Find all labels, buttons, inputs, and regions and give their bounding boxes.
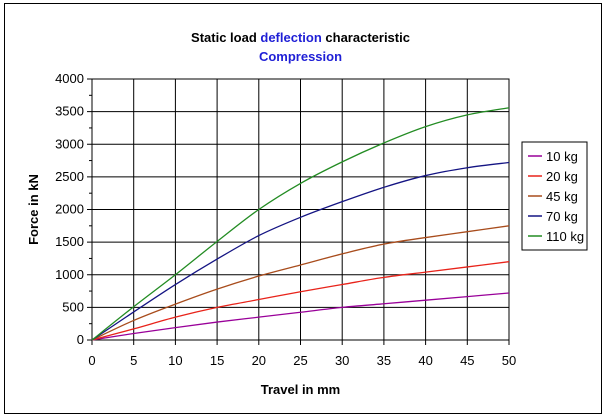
chart-svg: Static load deflection characteristic Com… xyxy=(26,30,588,397)
y-tick-label: 500 xyxy=(62,299,84,314)
legend-item-label: 10 kg xyxy=(546,149,578,164)
y-tick-label: 2000 xyxy=(55,202,84,217)
y-tick-label: 0 xyxy=(77,332,84,347)
series-line xyxy=(91,225,510,341)
x-tick-label: 10 xyxy=(168,353,182,368)
x-tick-label: 20 xyxy=(252,353,266,368)
y-tick-label: 2500 xyxy=(55,169,84,184)
y-tick-label: 3500 xyxy=(55,104,84,119)
x-tick-label: 35 xyxy=(377,353,391,368)
y-tick-label: 1500 xyxy=(55,234,84,249)
chart-subtitle: Compression xyxy=(259,49,342,64)
x-axis-label: Travel in mm xyxy=(261,382,340,397)
series-line xyxy=(91,261,510,341)
chart-title: Static load deflection characteristic xyxy=(191,30,410,45)
chart-title-part: characteristic xyxy=(322,30,410,45)
chart-title-part: deflection xyxy=(260,30,321,45)
y-tick-label: 4000 xyxy=(55,71,84,86)
y-axis-label: Force in kN xyxy=(26,174,41,245)
legend-item-label: 70 kg xyxy=(546,209,578,224)
y-tick-label: 1000 xyxy=(55,267,84,282)
x-tick-label: 30 xyxy=(335,353,349,368)
series-line xyxy=(91,292,510,341)
chart-frame: Static load deflection characteristic Com… xyxy=(4,3,602,414)
x-tick-label: 40 xyxy=(418,353,432,368)
x-tick-label: 25 xyxy=(293,353,307,368)
legend-item-label: 45 kg xyxy=(546,189,578,204)
legend-item-label: 110 kg xyxy=(546,229,584,244)
y-tick-label: 3000 xyxy=(55,136,84,151)
x-tick-label: 0 xyxy=(88,353,95,368)
x-tick-label: 50 xyxy=(502,353,516,368)
x-tick-label: 15 xyxy=(210,353,224,368)
x-tick-label: 45 xyxy=(460,353,474,368)
chart-title-part: Static load xyxy=(191,30,260,45)
x-tick-label: 5 xyxy=(130,353,137,368)
series-line xyxy=(91,161,510,341)
series-line xyxy=(91,107,510,341)
legend-item-label: 20 kg xyxy=(546,169,578,184)
